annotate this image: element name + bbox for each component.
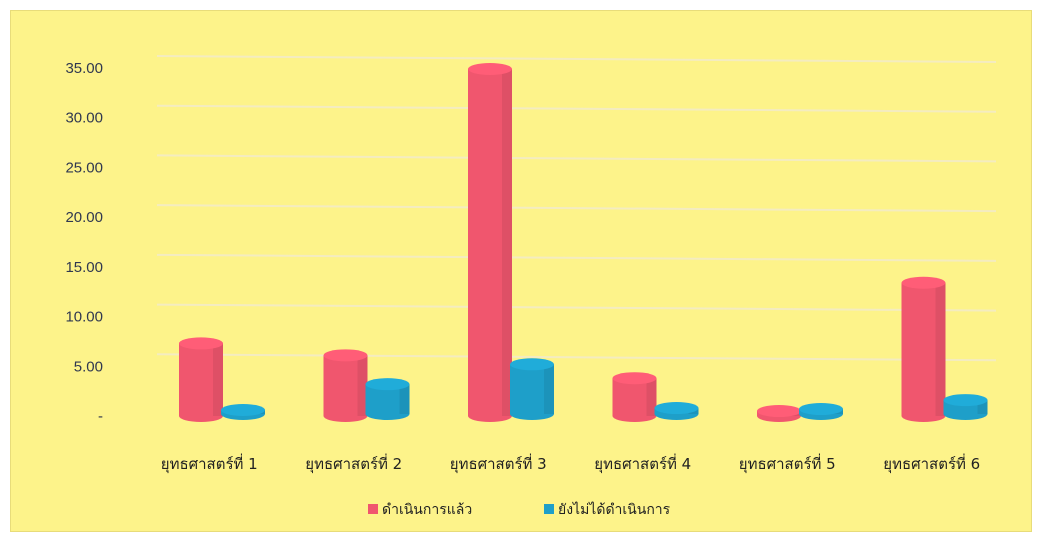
bars [179, 62, 988, 422]
bar-top [612, 372, 657, 385]
legend-swatch [544, 504, 554, 514]
bar-shade [213, 343, 223, 416]
gridline [156, 154, 997, 163]
y-tick-label: 10.00 [65, 309, 103, 326]
bar [468, 62, 512, 422]
y-tick-label: 5.00 [74, 358, 103, 375]
bar-top [365, 378, 410, 391]
bar-shade [544, 364, 554, 414]
bar-shade [977, 400, 988, 414]
legend-swatch [368, 504, 378, 514]
bar-shade [357, 355, 368, 416]
gridline [156, 204, 997, 213]
bar-top [943, 394, 988, 407]
bar [510, 358, 554, 420]
bar [179, 337, 223, 422]
bar [757, 405, 801, 422]
x-tick-label: ยุทธศาสตร์ที่ 6 [883, 453, 980, 474]
bar-body [468, 68, 512, 422]
x-axis-labels: ยุทธศาสตร์ที่ 1 ยุทธศาสตร์ที่ 2 ยุทธศาสตร์… [161, 453, 980, 474]
x-tick-label: ยุทธศาสตร์ที่ 5 [739, 453, 836, 474]
bar [365, 378, 410, 421]
x-tick-label: ยุทธศาสตร์ที่ 3 [450, 453, 547, 474]
bar-chart: - 5.00 10.00 15.00 20.00 25.00 30.00 35.00 ยุทธ… [65, 55, 997, 518]
bar-shade [646, 378, 657, 416]
bar [901, 276, 946, 422]
y-axis-ticks: - 5.00 10.00 15.00 20.00 25.00 30.00 35.00 [65, 60, 103, 425]
bar [943, 394, 988, 421]
bar [612, 372, 657, 422]
bar-body [365, 384, 410, 421]
bar-top [654, 402, 699, 415]
bar-top [510, 358, 554, 371]
legend-item: ดำเนินการแล้ว [368, 502, 472, 518]
legend-item: ยังไม่ได้ดำเนินการ [544, 501, 671, 518]
bar-body [612, 378, 657, 422]
bar-body [323, 355, 368, 422]
bar-top [179, 337, 223, 350]
bar [221, 404, 265, 420]
bar-shade [502, 68, 512, 416]
gridline [156, 303, 997, 312]
bar-top [901, 276, 946, 289]
gridline [156, 104, 997, 113]
bar-shade [399, 384, 410, 414]
chart-area: - 5.00 10.00 15.00 20.00 25.00 30.00 35.00 ยุทธ… [10, 10, 1032, 532]
bar-shade [935, 282, 946, 416]
bar [799, 403, 843, 420]
bar-top [757, 405, 801, 418]
y-tick-label: 35.00 [65, 60, 103, 77]
y-tick-label: - [98, 408, 103, 425]
bar-body [179, 343, 223, 422]
bar-body [901, 282, 946, 422]
gridlines [156, 55, 997, 362]
legend-label: ดำเนินการแล้ว [382, 502, 472, 518]
bar [323, 349, 368, 422]
y-tick-label: 25.00 [65, 159, 103, 176]
gridline [156, 55, 997, 63]
gridline [156, 253, 997, 262]
bar-top [221, 404, 265, 416]
bar [654, 402, 699, 421]
legend-label: ยังไม่ได้ดำเนินการ [558, 501, 671, 518]
bar-top [468, 62, 512, 75]
legend: ดำเนินการแล้ว ยังไม่ได้ดำเนินการ [368, 501, 671, 518]
x-tick-label: ยุทธศาสตร์ที่ 1 [161, 453, 258, 474]
y-tick-label: 30.00 [65, 110, 103, 127]
y-tick-label: 15.00 [65, 259, 103, 276]
y-tick-label: 20.00 [65, 209, 103, 226]
gridline [156, 353, 997, 362]
bar-top [799, 403, 843, 416]
bar-body [510, 364, 554, 420]
x-tick-label: ยุทธศาสตร์ที่ 2 [305, 453, 402, 474]
bar-top [323, 349, 368, 362]
x-tick-label: ยุทธศาสตร์ที่ 4 [594, 453, 691, 474]
